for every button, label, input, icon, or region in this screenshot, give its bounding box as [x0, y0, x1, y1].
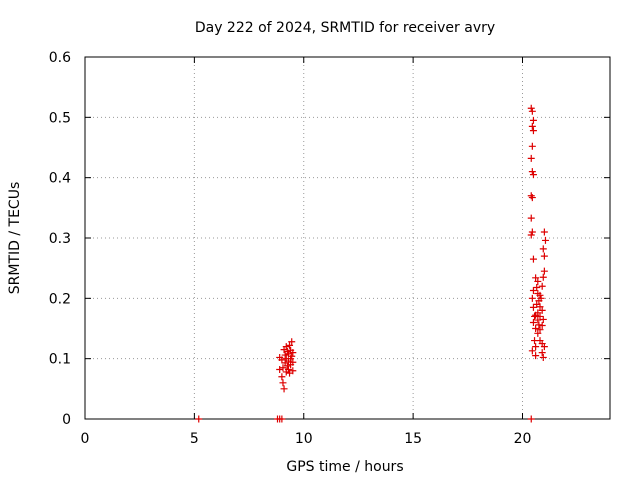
data-point	[279, 379, 287, 387]
chart-title: Day 222 of 2024, SRMTID for receiver avr…	[195, 20, 495, 36]
data-point	[537, 294, 545, 302]
data-point	[529, 127, 537, 135]
data-point	[529, 116, 537, 124]
y-tick-label: 0.3	[49, 231, 71, 247]
data-point	[289, 349, 297, 357]
data-point	[529, 286, 537, 294]
x-tick-label: 20	[514, 431, 532, 447]
data-point	[536, 326, 544, 334]
data-point	[535, 321, 543, 329]
data-point	[540, 343, 548, 351]
data-point	[529, 171, 537, 179]
data-point	[281, 351, 289, 359]
data-point	[540, 228, 548, 236]
x-tick-label: 10	[295, 431, 313, 447]
y-tick-label: 0.6	[49, 50, 71, 66]
y-tick-label: 0	[62, 412, 71, 428]
x-tick-label: 0	[81, 431, 90, 447]
data-point	[539, 245, 547, 253]
data-point	[528, 107, 536, 115]
data-point	[278, 415, 286, 423]
data-point	[538, 306, 546, 314]
data-point	[195, 415, 203, 423]
data-point	[528, 168, 536, 176]
data-points	[195, 104, 549, 423]
data-point	[529, 303, 537, 311]
data-point	[278, 356, 286, 364]
data-point	[280, 385, 288, 393]
data-point	[534, 329, 542, 337]
data-point	[528, 228, 536, 236]
data-point	[528, 347, 536, 355]
data-point	[278, 373, 286, 381]
y-tick-label: 0.4	[49, 171, 71, 187]
data-point	[532, 352, 540, 360]
data-point	[532, 311, 540, 319]
x-tick-labels: 0 5 10 15 20	[81, 431, 532, 447]
y-tick-label: 0.2	[49, 291, 71, 307]
data-point	[279, 364, 287, 372]
data-point	[528, 122, 536, 130]
data-point	[538, 282, 546, 290]
data-point	[527, 104, 535, 112]
data-point	[532, 343, 540, 351]
data-point	[288, 352, 296, 360]
data-point	[534, 316, 542, 324]
grid-lines	[85, 57, 610, 419]
y-tick-label: 0.5	[49, 110, 71, 126]
x-tick-label: 15	[404, 431, 422, 447]
data-point	[538, 321, 546, 329]
data-point	[538, 349, 546, 357]
data-point	[288, 338, 296, 346]
data-point	[528, 194, 536, 202]
data-point	[282, 343, 290, 351]
data-point	[528, 142, 536, 150]
x-tick-label: 5	[190, 431, 199, 447]
data-point	[539, 273, 547, 281]
data-point	[527, 214, 535, 222]
data-point	[541, 236, 549, 244]
data-point	[276, 366, 284, 374]
data-point	[528, 294, 536, 302]
data-point	[536, 291, 544, 299]
data-point	[286, 341, 294, 349]
y-axis-label: SRMTID / TECUs	[7, 182, 23, 295]
data-point	[534, 277, 542, 285]
data-point	[533, 283, 541, 291]
data-point	[540, 252, 548, 260]
data-point	[532, 274, 540, 282]
x-axis-label: GPS time / hours	[286, 459, 403, 475]
data-point	[527, 154, 535, 162]
data-point	[536, 303, 544, 311]
data-point	[289, 358, 297, 366]
y-tick-label: 0.1	[49, 352, 71, 368]
data-point	[532, 325, 540, 332]
data-point	[529, 255, 537, 263]
data-point	[529, 318, 537, 326]
y-tick-labels: 0 0.1 0.2 0.3 0.4 0.5 0.6	[49, 50, 71, 428]
data-point	[539, 315, 547, 323]
data-point	[539, 353, 547, 361]
data-point	[536, 312, 544, 320]
axis-ticks	[84, 56, 610, 420]
data-point	[527, 231, 535, 239]
data-point	[289, 367, 297, 375]
data-point	[527, 192, 535, 200]
data-point	[284, 366, 292, 374]
data-point	[527, 415, 535, 423]
data-point	[540, 267, 548, 275]
data-point	[283, 362, 291, 370]
